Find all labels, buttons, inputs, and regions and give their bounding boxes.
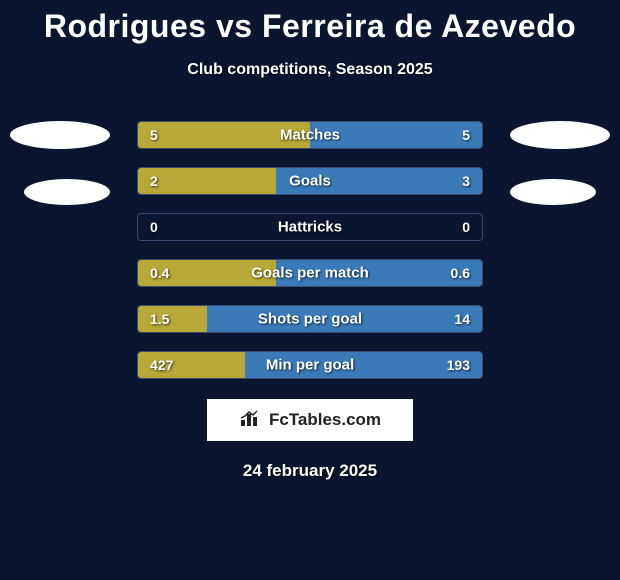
stat-label: Matches	[280, 127, 340, 144]
stat-label: Goals per match	[251, 265, 369, 282]
stat-right-value: 5	[462, 127, 470, 143]
stat-left-value: 0.4	[150, 265, 169, 281]
bar-chart-icon	[239, 408, 263, 433]
stat-bar-row: 0 Hattricks 0	[137, 213, 483, 241]
stat-label: Goals	[289, 173, 331, 190]
left-player-avatars	[10, 121, 110, 235]
stat-right-value: 193	[447, 357, 470, 373]
avatar-placeholder-icon	[24, 179, 110, 205]
stat-right-value: 0	[462, 219, 470, 235]
page-title: Rodrigues vs Ferreira de Azevedo	[0, 0, 620, 45]
date-text: 24 february 2025	[0, 461, 620, 481]
stat-left-value: 2	[150, 173, 158, 189]
bar-fill-left	[138, 168, 276, 194]
stat-label: Hattricks	[278, 219, 342, 236]
chart-area: 5 Matches 5 2 Goals 3 0 Hattricks 0 0.4 Goals per …	[0, 121, 620, 379]
stat-bar-row: 2 Goals 3	[137, 167, 483, 195]
page-subtitle: Club competitions, Season 2025	[0, 61, 620, 79]
right-player-avatars	[510, 121, 610, 235]
avatar-placeholder-icon	[510, 121, 610, 149]
logo-text: FcTables.com	[269, 410, 381, 430]
stat-left-value: 427	[150, 357, 173, 373]
stat-right-value: 14	[454, 311, 470, 327]
stat-right-value: 3	[462, 173, 470, 189]
stat-left-value: 1.5	[150, 311, 169, 327]
stat-label: Shots per goal	[258, 311, 362, 328]
avatar-placeholder-icon	[10, 121, 110, 149]
stat-bar-row: 0.4 Goals per match 0.6	[137, 259, 483, 287]
stat-bar-row: 5 Matches 5	[137, 121, 483, 149]
bar-fill-left	[138, 306, 207, 332]
stat-left-value: 5	[150, 127, 158, 143]
avatar-placeholder-icon	[510, 179, 596, 205]
logo-box: FcTables.com	[207, 399, 413, 441]
stat-bar-row: 1.5 Shots per goal 14	[137, 305, 483, 333]
stat-bar-row: 427 Min per goal 193	[137, 351, 483, 379]
stat-left-value: 0	[150, 219, 158, 235]
stat-right-value: 0.6	[451, 265, 470, 281]
stat-label: Min per goal	[266, 357, 354, 374]
